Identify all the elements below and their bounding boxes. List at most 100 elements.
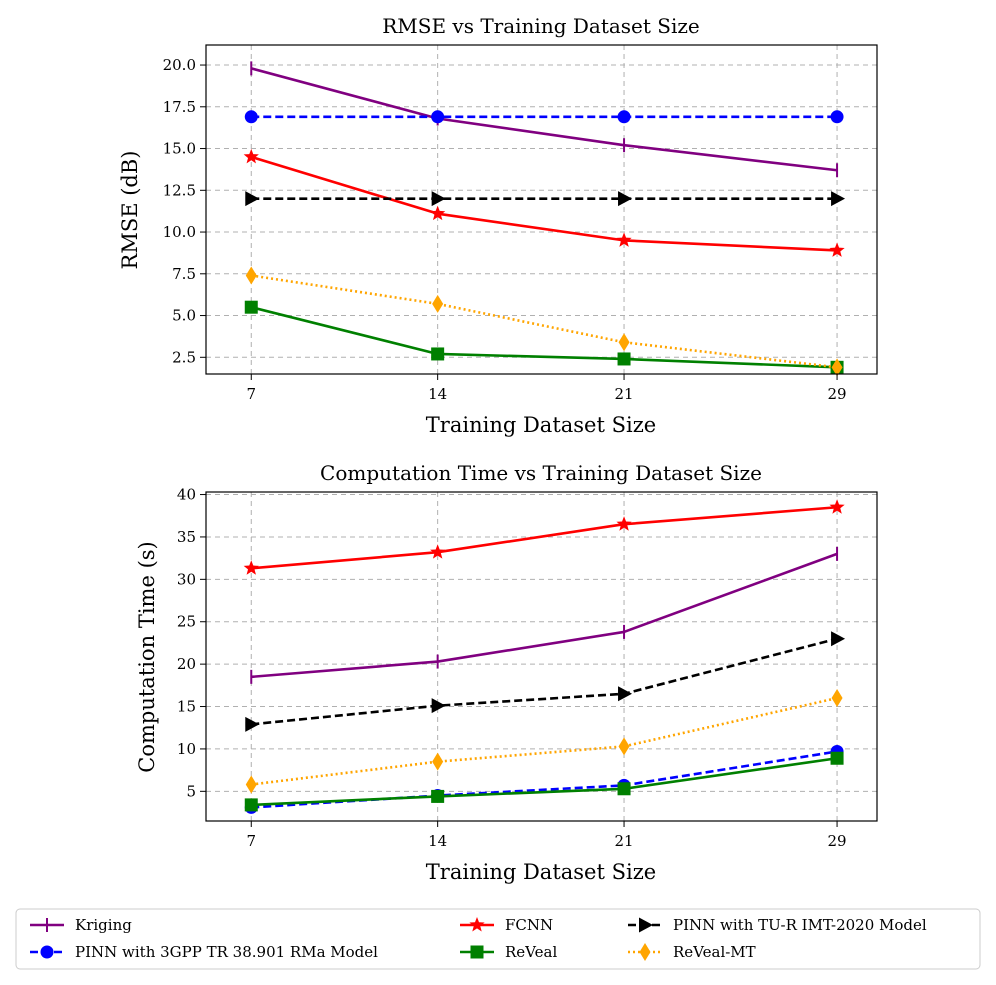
- rmse-y-tick-label: 10.0: [163, 223, 196, 241]
- time-chart-title: Computation Time vs Training Dataset Siz…: [320, 461, 762, 485]
- time-point-reveal: [617, 782, 631, 796]
- time-x-tick-label: 21: [614, 832, 633, 850]
- time-plot-frame: [205, 491, 878, 822]
- rmse-point-fcnn: [430, 205, 446, 221]
- rmse-grid: [206, 45, 877, 374]
- time-line-pinn-with-tu-r-imt-2020-model: [251, 637, 838, 726]
- rmse-line-fcnn: [250, 155, 838, 252]
- rmse-chart-title: RMSE vs Training Dataset Size: [382, 14, 700, 38]
- rmse-point-fcnn: [616, 232, 632, 247]
- time-point-reveal-mt: [831, 689, 843, 708]
- time-point-reveal: [244, 798, 258, 812]
- rmse-point-pinn-with-tu-r-imt-2020-model: [618, 191, 633, 207]
- time-y-tick-label: 10: [177, 740, 196, 758]
- rmse-line-reveal: [250, 305, 838, 369]
- time-y-ticks: 5 10 15 20 25 30 35 40: [177, 486, 206, 800]
- rmse-x-axis-label: Training Dataset Size: [426, 413, 656, 437]
- time-point-reveal-mt: [432, 752, 444, 771]
- time-point-reveal: [830, 751, 844, 765]
- time-y-tick-label: 35: [177, 528, 196, 546]
- time-y-tick-label: 25: [177, 613, 196, 631]
- rmse-chart: RMSE vs Training Dataset Size 7 14 21 29 2.…: [118, 14, 878, 437]
- legend-label-pinn-with-tu-r-imt-2020-model: PINN with TU-R IMT-2020 Model: [673, 916, 927, 934]
- time-x-tick-label: 7: [246, 832, 256, 850]
- rmse-y-ticks: 2.5 5.0 7.5 10.0 12.5 15.0 17.5 20.0: [163, 56, 206, 366]
- time-point-pinn-with-tu-r-imt-2020-model: [245, 716, 260, 732]
- time-y-tick-label: 5: [186, 782, 196, 800]
- rmse-x-ticks: 7 14 21 29: [246, 374, 847, 403]
- time-point-reveal: [431, 789, 445, 803]
- legend: Kriging PINN with 3GPP TR 38.901 RMa Mode…: [15, 908, 981, 970]
- time-line-reveal: [251, 756, 838, 807]
- rmse-x-tick-label: 14: [428, 385, 447, 403]
- rmse-point-pinn-with-tu-r-imt-2020-model: [431, 191, 446, 207]
- rmse-line-reveal-mt: [251, 274, 838, 369]
- legend-label-reveal: ReVeal: [505, 943, 557, 961]
- time-chart: Computation Time vs Training Dataset Siz…: [135, 461, 878, 884]
- time-point-pinn-with-tu-r-imt-2020-model: [431, 698, 446, 714]
- legend-marker-pinn-with-3gpp-tr-38-901-rma-model: [40, 945, 54, 959]
- time-line-kriging: [251, 552, 838, 679]
- time-grid: [206, 492, 877, 821]
- rmse-point-pinn-with-3gpp-tr-38-901-rma-model: [431, 110, 445, 124]
- time-series: [243, 499, 846, 814]
- rmse-y-tick-label: 7.5: [172, 265, 196, 283]
- time-point-pinn-with-tu-r-imt-2020-model: [831, 631, 846, 647]
- rmse-point-fcnn: [829, 242, 845, 257]
- rmse-x-tick-label: 7: [246, 385, 256, 403]
- legend-marker-pinn-with-tu-r-imt-2020-model: [639, 917, 653, 933]
- rmse-point-reveal: [244, 300, 258, 314]
- rmse-y-tick-label: 15.0: [163, 140, 196, 158]
- rmse-point-reveal-mt: [831, 358, 843, 377]
- rmse-point-pinn-with-3gpp-tr-38-901-rma-model: [244, 110, 258, 124]
- time-point-fcnn: [829, 499, 845, 514]
- rmse-y-tick-label: 17.5: [163, 98, 196, 116]
- rmse-point-fcnn: [243, 148, 259, 164]
- rmse-point-pinn-with-3gpp-tr-38-901-rma-model: [617, 110, 631, 124]
- time-line-pinn-with-3gpp-tr-38-901-rma-model: [251, 750, 838, 809]
- time-point-fcnn: [616, 516, 632, 531]
- legend-marker-fcnn: [469, 917, 485, 932]
- time-x-ticks: 7 14 21 29: [246, 821, 847, 850]
- rmse-point-reveal: [617, 352, 631, 366]
- time-y-tick-label: 15: [177, 698, 196, 716]
- legend-frame: [15, 908, 981, 970]
- time-point-fcnn: [243, 560, 259, 575]
- rmse-point-reveal-mt: [618, 333, 630, 352]
- rmse-y-tick-label: 5.0: [172, 307, 196, 325]
- time-line-reveal-mt: [251, 696, 838, 786]
- time-point-reveal-mt: [245, 775, 257, 794]
- rmse-point-reveal: [431, 347, 445, 361]
- rmse-line-kriging: [250, 67, 838, 172]
- time-x-tick-label: 29: [828, 832, 847, 850]
- rmse-series: [243, 61, 846, 377]
- rmse-point-reveal-mt: [245, 266, 257, 285]
- legend-label-pinn-with-3gpp-tr-38-901-rma-model: PINN with 3GPP TR 38.901 RMa Model: [75, 943, 378, 961]
- rmse-y-axis-label: RMSE (dB): [118, 151, 142, 270]
- rmse-y-tick-label: 2.5: [172, 348, 196, 366]
- legend-marker-reveal: [470, 945, 484, 959]
- time-point-reveal-mt: [618, 737, 630, 756]
- rmse-x-tick-label: 29: [828, 385, 847, 403]
- legend-label-fcnn: FCNN: [505, 916, 553, 934]
- rmse-point-pinn-with-3gpp-tr-38-901-rma-model: [830, 110, 844, 124]
- time-point-pinn-with-tu-r-imt-2020-model: [618, 686, 633, 702]
- legend-label-reveal-mt: ReVeal-MT: [673, 943, 756, 961]
- legend-label-kriging: Kriging: [75, 916, 132, 934]
- time-y-axis-label: Computation Time (s): [135, 541, 159, 772]
- rmse-x-tick-label: 21: [614, 385, 633, 403]
- time-y-tick-label: 40: [177, 486, 196, 504]
- time-point-fcnn: [430, 544, 446, 559]
- rmse-y-tick-label: 20.0: [163, 56, 196, 74]
- time-y-tick-label: 30: [177, 570, 196, 588]
- legend-marker-reveal-mt: [639, 943, 651, 961]
- time-x-tick-label: 14: [428, 832, 447, 850]
- rmse-plot-frame: [205, 44, 878, 375]
- rmse-y-tick-label: 12.5: [163, 181, 196, 199]
- time-x-axis-label: Training Dataset Size: [426, 860, 656, 884]
- rmse-point-pinn-with-tu-r-imt-2020-model: [831, 191, 846, 207]
- time-line-fcnn: [251, 505, 838, 570]
- rmse-point-pinn-with-tu-r-imt-2020-model: [245, 191, 260, 207]
- time-y-tick-label: 20: [177, 655, 196, 673]
